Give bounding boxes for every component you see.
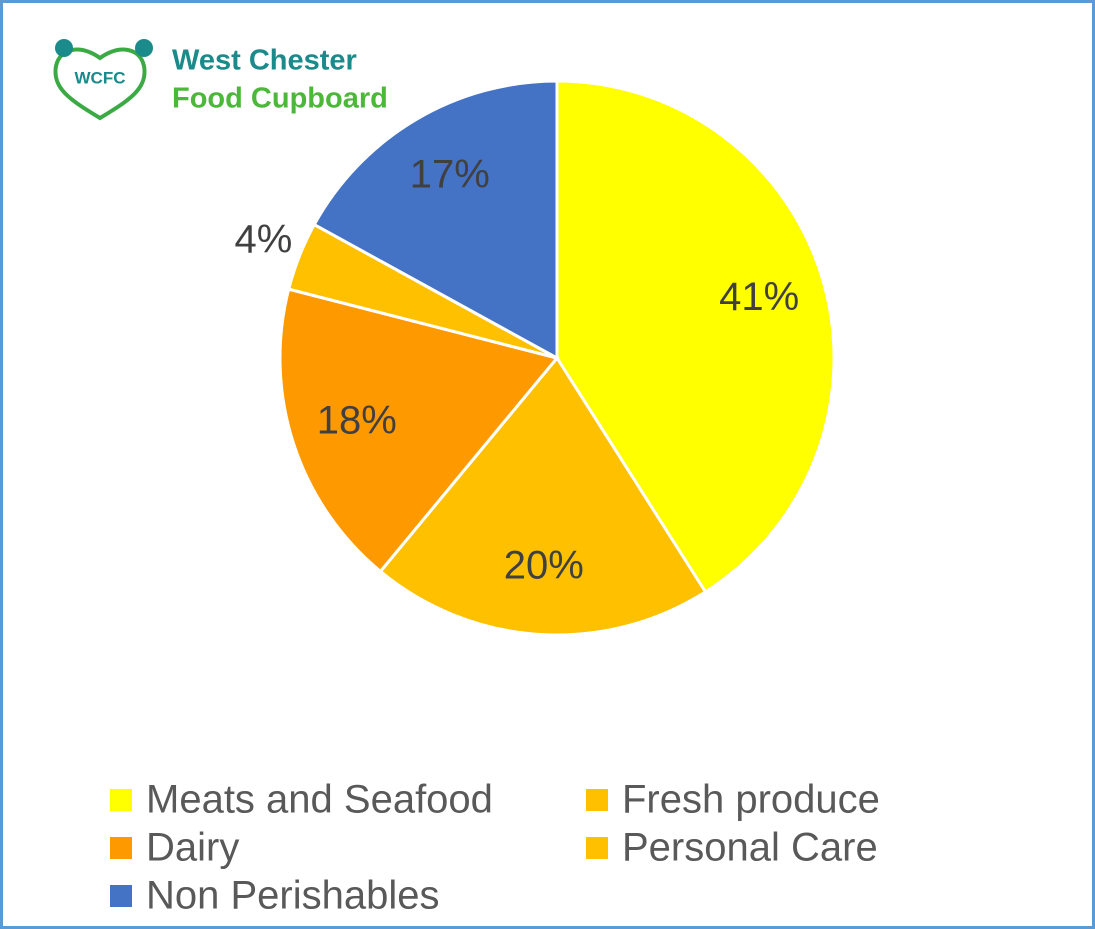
pie-slice xyxy=(278,287,560,574)
legend-swatch xyxy=(586,837,608,859)
pie-slice xyxy=(555,79,836,594)
legend-label: Meats and Seafood xyxy=(146,778,493,822)
data-label: 18% xyxy=(317,399,397,443)
logo-heart xyxy=(53,47,147,121)
legend-swatch xyxy=(110,789,132,811)
data-label: 41% xyxy=(719,275,799,319)
legend-swatch xyxy=(110,885,132,907)
legend-swatch xyxy=(110,837,132,859)
data-label: 20% xyxy=(504,544,584,588)
data-label: 4% xyxy=(234,217,292,261)
logo-line: Food Cupboard xyxy=(172,83,388,115)
data-label: 17% xyxy=(410,152,490,196)
logo-figure xyxy=(135,39,153,57)
pie-slice xyxy=(312,79,559,361)
legend-label: Non Perishables xyxy=(146,874,440,918)
logo: WCFC West Chester Food Cupboard xyxy=(53,39,388,121)
pie-slice xyxy=(378,355,708,637)
legend-label: Personal Care xyxy=(622,826,878,870)
logo-figure xyxy=(55,39,73,57)
logo-line: West Chester xyxy=(172,45,357,77)
legend-swatch xyxy=(586,789,608,811)
legend-label: Fresh produce xyxy=(622,778,880,822)
legend-label: Dairy xyxy=(146,826,239,870)
logo-acronym: WCFC xyxy=(75,68,126,87)
